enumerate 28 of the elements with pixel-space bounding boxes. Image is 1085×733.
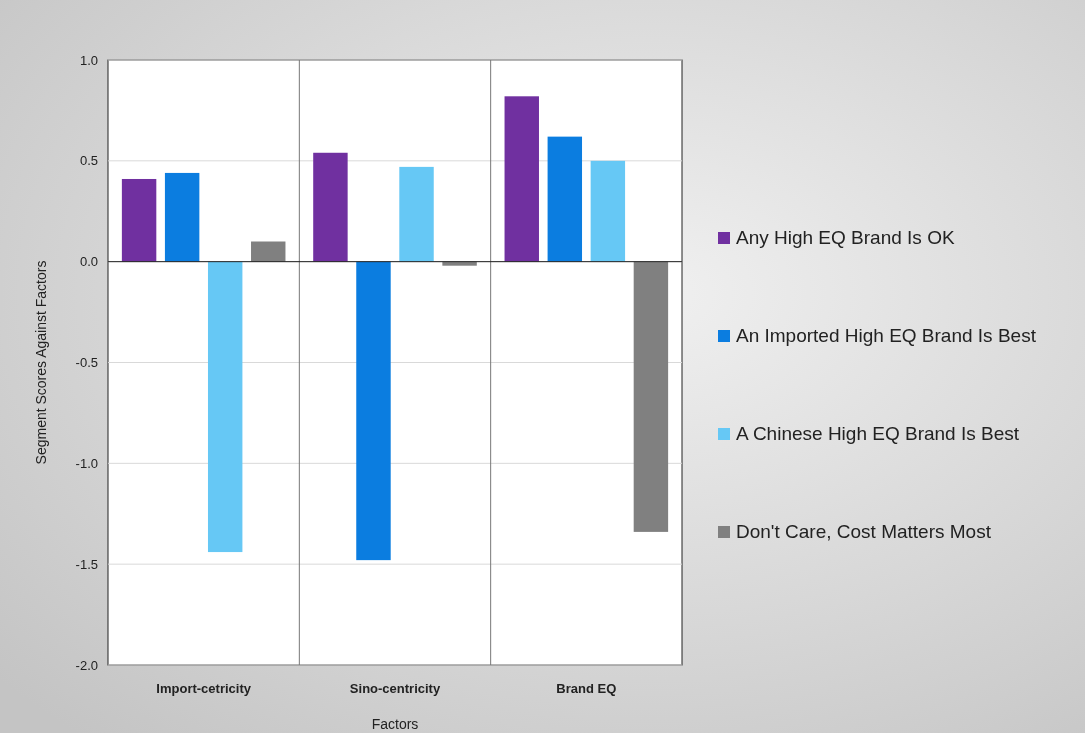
x-tick-label: Import-cetricity bbox=[156, 681, 252, 696]
y-tick-label: -2.0 bbox=[75, 657, 98, 673]
y-tick-label: 1.0 bbox=[79, 52, 98, 68]
bar bbox=[251, 241, 286, 262]
bar bbox=[590, 160, 626, 262]
bar bbox=[207, 261, 243, 553]
y-tick-label: 0.5 bbox=[79, 153, 98, 169]
bar bbox=[121, 178, 157, 262]
legend-label: Any High EQ Brand Is OK bbox=[736, 227, 955, 248]
x-tick-label: Sino-centricity bbox=[349, 681, 441, 696]
bar bbox=[633, 261, 669, 532]
y-tick-label: -0.5 bbox=[75, 355, 98, 371]
y-tick-label: 0.0 bbox=[79, 254, 98, 270]
bar bbox=[313, 152, 348, 262]
bar bbox=[547, 136, 583, 262]
bar bbox=[504, 96, 539, 262]
bar bbox=[164, 172, 200, 262]
bar bbox=[442, 261, 477, 266]
legend-label: An Imported High EQ Brand Is Best bbox=[736, 325, 1037, 346]
y-tick-label: -1.5 bbox=[75, 556, 98, 572]
y-tick-label: -1.0 bbox=[75, 455, 98, 471]
x-tick-label: Brand EQ bbox=[556, 681, 617, 696]
bar bbox=[399, 166, 434, 262]
bar bbox=[356, 261, 391, 561]
legend-label: A Chinese High EQ Brand Is Best bbox=[736, 423, 1020, 444]
legend-label: Don't Care, Cost Matters Most bbox=[736, 521, 992, 542]
y-axis-title: Segment Scores Against Factors bbox=[33, 260, 49, 465]
x-axis-title: Factors bbox=[371, 716, 419, 732]
